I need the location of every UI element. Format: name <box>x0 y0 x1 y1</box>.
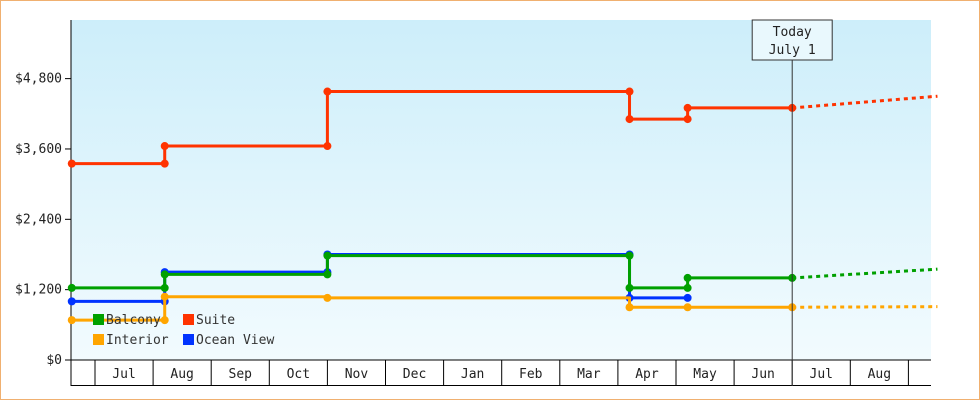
today-label-box <box>751 19 833 61</box>
x-tick-label: Aug <box>868 367 891 382</box>
data-point-ocean-view[interactable] <box>683 293 692 302</box>
data-point-balcony[interactable] <box>67 283 76 292</box>
data-point-suite[interactable] <box>323 142 332 151</box>
data-point-balcony[interactable] <box>160 283 169 292</box>
series-line-suite <box>71 90 793 166</box>
data-point-suite[interactable] <box>683 115 692 124</box>
data-point-suite[interactable] <box>160 142 169 151</box>
data-point-suite[interactable] <box>160 159 169 168</box>
data-point-balcony[interactable] <box>625 251 634 260</box>
x-tick-label: Feb <box>519 367 543 382</box>
legend-label-balcony: Balcony <box>106 313 161 328</box>
data-point-suite[interactable] <box>625 115 634 124</box>
data-point-ocean-view[interactable] <box>67 297 76 306</box>
data-point-suite[interactable] <box>625 87 634 96</box>
x-tick-label: Aug <box>170 367 193 382</box>
today-label-line1: Today <box>773 25 812 40</box>
forecast-line-interior <box>792 305 938 309</box>
data-point-interior[interactable] <box>323 293 332 302</box>
data-point-suite[interactable] <box>323 87 332 96</box>
y-tick-label: $2,400 <box>15 212 62 227</box>
legend-label-interior: Interior <box>106 333 169 348</box>
y-tick-label: $3,600 <box>15 142 62 157</box>
data-point-balcony[interactable] <box>683 283 692 292</box>
forecast-line-balcony <box>792 267 938 280</box>
legend-label-ocean-view: Ocean View <box>196 333 274 348</box>
y-tick-label: $4,800 <box>15 72 62 87</box>
data-point-interior[interactable] <box>160 292 169 301</box>
x-tick-label: Mar <box>577 367 601 382</box>
data-point-balcony[interactable] <box>323 270 332 279</box>
data-point-balcony[interactable] <box>625 283 634 292</box>
x-tick-label: Jul <box>810 367 833 382</box>
data-point-balcony[interactable] <box>323 251 332 260</box>
legend-swatch-balcony <box>93 314 104 325</box>
legend-swatch-ocean-view <box>183 334 194 345</box>
data-point-balcony[interactable] <box>683 273 692 282</box>
data-point-interior[interactable] <box>625 303 634 312</box>
x-tick-label: Apr <box>635 367 659 382</box>
legend-swatch-suite <box>183 314 194 325</box>
plot-area <box>71 20 931 360</box>
data-point-interior[interactable] <box>683 303 692 312</box>
x-tick-label: Jan <box>461 367 484 382</box>
legend-swatch-interior <box>93 334 104 345</box>
x-tick-label: Nov <box>345 367 369 382</box>
data-point-interior[interactable] <box>67 316 76 325</box>
data-point-interior[interactable] <box>160 316 169 325</box>
data-point-suite[interactable] <box>67 159 76 168</box>
x-tick-label: Oct <box>287 367 310 382</box>
y-tick-label: $1,200 <box>15 283 62 298</box>
x-tick-label: May <box>693 367 717 382</box>
x-tick-label: Jul <box>112 367 135 382</box>
forecast-line-suite <box>792 94 938 110</box>
data-point-balcony[interactable] <box>160 270 169 279</box>
today-label-line2: July 1 <box>769 43 816 58</box>
x-tick-label: Dec <box>403 367 426 382</box>
legend-label-suite: Suite <box>196 313 235 328</box>
x-tick-label: Sep <box>229 367 253 382</box>
data-point-suite[interactable] <box>683 103 692 112</box>
series-line-balcony <box>71 254 793 290</box>
x-tick-label: Jun <box>751 367 774 382</box>
y-tick-label: $0 <box>46 353 62 368</box>
